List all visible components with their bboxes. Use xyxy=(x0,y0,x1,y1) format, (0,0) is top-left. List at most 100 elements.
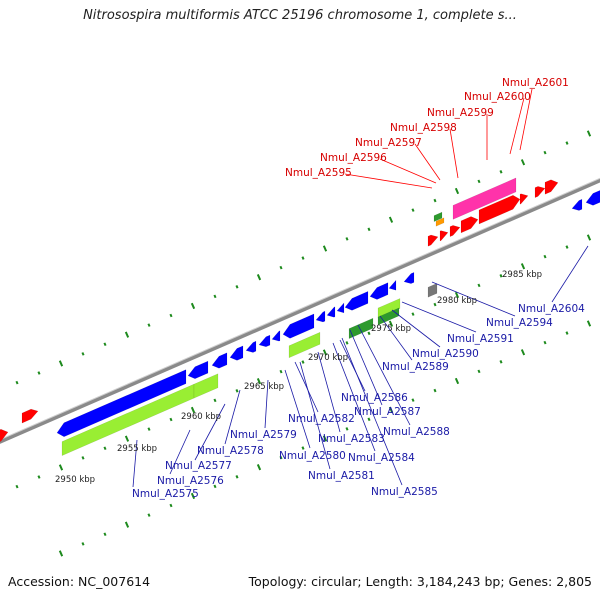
tick-mark xyxy=(81,352,85,356)
gene-label-nmul-a2575[interactable]: Nmul_A2575 xyxy=(132,488,199,500)
scale-label-2985: 2985 kbp xyxy=(502,270,542,280)
gene-arrow-forward xyxy=(427,234,439,247)
tick-mark xyxy=(433,302,437,307)
gene-label-nmul-a2598[interactable]: Nmul_A2598 xyxy=(390,122,457,134)
tick-mark xyxy=(169,417,173,422)
tick-mark xyxy=(411,398,415,402)
tick-mark xyxy=(37,371,41,375)
scale-ticks xyxy=(15,130,592,557)
tick-mark xyxy=(213,484,217,489)
gene-arrow-forward xyxy=(21,408,39,424)
tick-mark xyxy=(477,179,481,184)
gene-label-nmul-a2581[interactable]: Nmul_A2581 xyxy=(308,470,375,482)
gene-label-nmul-a2596[interactable]: Nmul_A2596 xyxy=(320,152,387,164)
leader-line-nmul-a2586 xyxy=(339,339,366,392)
tick-mark xyxy=(58,360,64,367)
leader-line-nmul-a2604 xyxy=(551,245,589,303)
scale-label-2955: 2955 kbp xyxy=(117,444,157,454)
gene-arrow-forward xyxy=(439,230,449,242)
gene-label-nmul-a2597[interactable]: Nmul_A2597 xyxy=(355,137,422,149)
tick-mark xyxy=(103,446,107,451)
tick-mark xyxy=(565,331,569,335)
tick-mark xyxy=(543,254,547,259)
gene-label-nmul-a2595[interactable]: Nmul_A2595 xyxy=(285,167,352,179)
tick-mark xyxy=(279,265,283,270)
tick-mark xyxy=(345,341,349,345)
gene-label-nmul-a2591[interactable]: Nmul_A2591 xyxy=(447,333,514,345)
gene-arrow-reverse xyxy=(585,190,600,206)
gene-highlight xyxy=(288,331,321,359)
gene-label-nmul-a2577[interactable]: Nmul_A2577 xyxy=(165,460,232,472)
backbone-line xyxy=(0,178,600,444)
gene-arrow-reverse xyxy=(403,271,415,284)
tick-mark xyxy=(477,369,481,374)
gene-arrow-reverse xyxy=(344,291,369,311)
tick-mark xyxy=(169,503,173,508)
tick-mark xyxy=(256,274,262,281)
gene-label-nmul-a2586[interactable]: Nmul_A2586 xyxy=(341,392,408,404)
scale-label-2960: 2960 kbp xyxy=(181,412,221,422)
gene-label-nmul-a2590[interactable]: Nmul_A2590 xyxy=(412,348,479,360)
gene-dark-green xyxy=(348,317,374,340)
gene-highlight xyxy=(377,298,401,319)
gene-arrow-forward xyxy=(534,186,546,199)
scale-label-2980: 2980 kbp xyxy=(437,296,477,306)
tick-mark xyxy=(411,208,415,212)
scale-label-2965: 2965 kbp xyxy=(244,382,284,392)
leader-line-nmul-a2575 xyxy=(132,439,138,488)
gene-arrow-reverse xyxy=(229,345,244,361)
gene-label-nmul-a2604[interactable]: Nmul_A2604 xyxy=(518,303,585,315)
gene-label-nmul-a2584[interactable]: Nmul_A2584 xyxy=(348,452,415,464)
gene-arrow-reverse xyxy=(258,334,271,348)
tick-mark xyxy=(388,320,394,327)
gene-label-nmul-a2588[interactable]: Nmul_A2588 xyxy=(383,426,450,438)
gene-arrow-forward xyxy=(519,193,529,205)
tick-mark xyxy=(367,417,371,422)
leader-line-nmul-a2594 xyxy=(431,281,516,317)
leader-line-nmul-a2577 xyxy=(194,403,226,461)
gene-features xyxy=(0,177,600,457)
tick-mark xyxy=(454,377,460,385)
gene-label-nmul-a2594[interactable]: Nmul_A2594 xyxy=(486,317,553,329)
gene-arrow-reverse xyxy=(271,330,281,342)
gene-arrow-reverse xyxy=(336,302,345,314)
gene-label-nmul-a2583[interactable]: Nmul_A2583 xyxy=(318,433,385,445)
gene-label-nmul-a2589[interactable]: Nmul_A2589 xyxy=(382,361,449,373)
gene-label-nmul-a2578[interactable]: Nmul_A2578 xyxy=(197,445,264,457)
gene-label-nmul-a2585[interactable]: Nmul_A2585 xyxy=(371,486,438,498)
tick-mark xyxy=(543,340,547,345)
tick-mark xyxy=(256,378,262,385)
gene-label-nmul-a2600[interactable]: Nmul_A2600 xyxy=(464,91,531,103)
gene-label-nmul-a2601[interactable]: Nmul_A2601 xyxy=(502,77,569,89)
map-title: Nitrosospira multiformis ATCC 25196 chro… xyxy=(83,8,517,23)
gene-gray xyxy=(427,282,438,298)
tick-mark xyxy=(103,532,107,537)
gene-arrow-forward xyxy=(0,428,9,442)
tick-mark xyxy=(565,245,569,249)
gene-label-nmul-a2582[interactable]: Nmul_A2582 xyxy=(288,413,355,425)
tick-mark xyxy=(301,256,305,260)
leader-line-nmul-a2590 xyxy=(391,309,441,348)
leader-line-nmul-a2580 xyxy=(284,369,311,449)
tick-mark xyxy=(58,550,64,557)
tick-mark xyxy=(411,312,415,316)
gene-label-nmul-a2587[interactable]: Nmul_A2587 xyxy=(354,406,421,418)
tick-mark xyxy=(190,406,196,414)
tick-mark xyxy=(147,427,151,431)
gene-highlight xyxy=(193,373,219,399)
leader-line-nmul-a2597 xyxy=(414,143,441,181)
tick-mark xyxy=(322,245,328,252)
tick-mark xyxy=(235,389,239,393)
gene-label-nmul-a2576[interactable]: Nmul_A2576 xyxy=(157,475,224,487)
tick-mark xyxy=(58,464,64,471)
gene-arrow-reverse xyxy=(282,313,315,339)
gene-label-nmul-a2599[interactable]: Nmul_A2599 xyxy=(427,107,494,119)
tick-mark xyxy=(124,435,130,442)
tick-mark xyxy=(147,323,151,327)
gene-label-nmul-a2580[interactable]: Nmul_A2580 xyxy=(279,450,346,462)
gene-label-nmul-a2579[interactable]: Nmul_A2579 xyxy=(230,429,297,441)
gene-arrow-reverse xyxy=(187,360,209,379)
tick-mark xyxy=(565,141,569,145)
gene-arrow-reverse xyxy=(211,352,228,369)
